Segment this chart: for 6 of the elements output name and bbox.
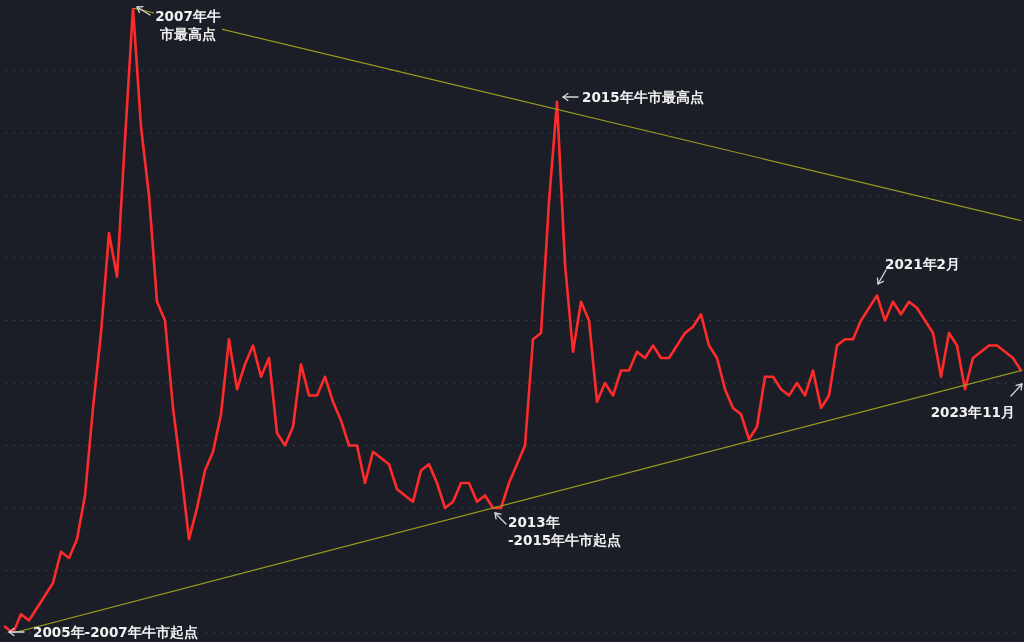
annotation: 2021年2月 bbox=[885, 255, 960, 273]
annotation: 2005年-2007年牛市起点 bbox=[33, 623, 198, 641]
annotation: 2007年牛市最高点 bbox=[154, 7, 222, 43]
annotation: 2015年牛市最高点 bbox=[582, 88, 704, 106]
annotation: 2013年-2015年牛市起点 bbox=[508, 513, 622, 549]
annotation: 2023年11月 bbox=[930, 403, 1015, 421]
